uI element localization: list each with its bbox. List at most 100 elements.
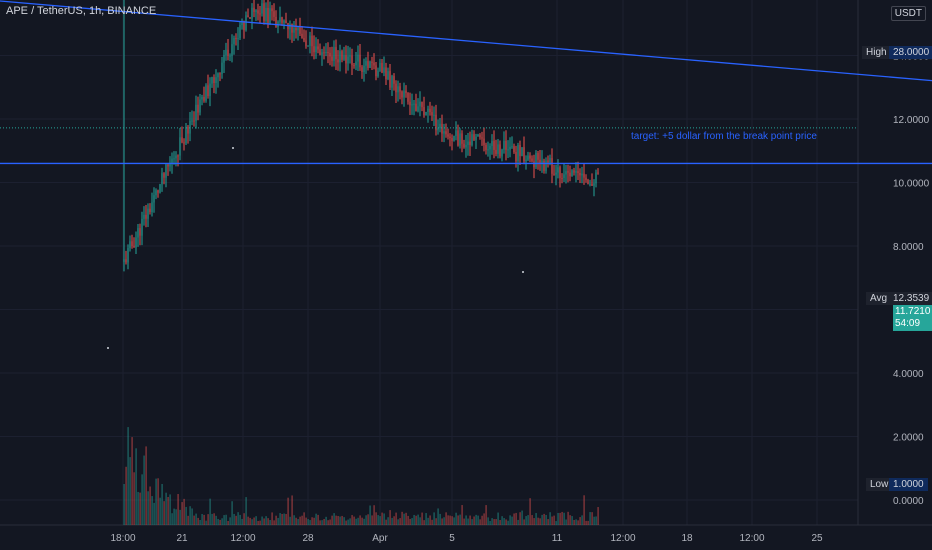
candle-body xyxy=(545,160,547,171)
candle-body xyxy=(301,33,303,38)
candle-body xyxy=(469,141,471,145)
x-tick-label: Apr xyxy=(372,533,388,544)
volume-bar xyxy=(459,514,461,525)
candle-body xyxy=(569,172,571,177)
candle-body xyxy=(313,46,315,53)
volume-bar xyxy=(177,494,179,525)
candle-body xyxy=(521,147,523,157)
candle-body xyxy=(491,141,493,146)
volume-bar xyxy=(551,516,553,525)
candle-body xyxy=(401,91,403,98)
candle-body xyxy=(261,3,263,14)
candle-body xyxy=(391,76,393,88)
volume-bar xyxy=(157,478,159,525)
candle-body xyxy=(585,177,587,181)
volume-bar xyxy=(525,516,527,525)
volume-bar xyxy=(161,483,163,525)
candle-body xyxy=(505,140,507,150)
x-tick-label: 18:00 xyxy=(110,533,135,544)
volume-bar xyxy=(173,508,175,525)
volume-bar xyxy=(187,515,189,525)
candle-body xyxy=(349,55,351,57)
candle-body xyxy=(283,20,285,23)
volume-bar xyxy=(283,513,285,525)
candle-body xyxy=(473,134,475,140)
candle-body xyxy=(201,96,203,100)
candle-body xyxy=(285,20,287,24)
candle-body xyxy=(353,65,355,67)
volume-bar xyxy=(195,513,197,525)
candle-body xyxy=(225,49,227,56)
volume-bar xyxy=(429,515,431,525)
candle-body xyxy=(147,208,149,219)
x-tick-label: 28 xyxy=(302,533,314,544)
volume-bar xyxy=(405,512,407,525)
candle-body xyxy=(273,11,275,17)
candle-body xyxy=(167,164,169,167)
candle-body xyxy=(155,190,157,196)
currency-button[interactable]: USDT xyxy=(890,6,926,21)
candle-body xyxy=(271,8,273,12)
y-tick-label: 8.0000 xyxy=(893,242,924,253)
candle-body xyxy=(179,137,181,156)
volume-bar xyxy=(387,517,389,525)
volume-bar xyxy=(569,515,571,525)
candle-body xyxy=(257,10,259,14)
volume-bar xyxy=(273,520,275,525)
candle-body xyxy=(151,202,153,212)
volume-bar xyxy=(493,519,495,525)
volume-bar xyxy=(437,508,439,525)
candle-body xyxy=(139,228,141,236)
volume-bar xyxy=(575,519,577,525)
volume-bar xyxy=(201,513,203,525)
candle-body xyxy=(211,77,213,84)
descending-trendline xyxy=(0,0,932,82)
x-tick-label: 25 xyxy=(811,533,823,544)
volume-bar xyxy=(487,517,489,525)
volume-bar xyxy=(547,519,549,525)
candle-body xyxy=(517,144,519,162)
candle-body xyxy=(399,86,401,92)
volume-bar xyxy=(229,517,231,525)
volume-bar xyxy=(123,483,125,525)
volume-bar xyxy=(277,517,279,525)
volume-bar xyxy=(145,446,147,525)
candle-body xyxy=(295,27,297,31)
volume-bar xyxy=(299,516,301,525)
volume-bar xyxy=(325,516,327,525)
candle-body xyxy=(131,241,133,246)
candle-body xyxy=(407,93,409,102)
volume-bar xyxy=(211,513,213,525)
candle-body xyxy=(595,172,597,184)
candle-body xyxy=(383,67,385,73)
candle-body xyxy=(337,59,339,63)
candle-body xyxy=(507,149,509,151)
volume-bar xyxy=(373,505,375,525)
volume-bar xyxy=(371,515,373,525)
candle-body xyxy=(459,133,461,146)
candle-body xyxy=(523,147,525,162)
low-value: 1.0000 xyxy=(889,478,928,491)
volume-bar xyxy=(495,519,497,525)
volume-bar xyxy=(515,512,517,525)
volume-bar xyxy=(129,457,131,525)
volume-bar xyxy=(207,514,209,525)
candle-body xyxy=(247,15,249,18)
symbol-title[interactable]: APE / TetherUS, 1h, BINANCE xyxy=(6,5,157,17)
volume-bar xyxy=(479,519,481,525)
volume-bar xyxy=(171,513,173,525)
candle-body xyxy=(251,7,253,19)
volume-bar xyxy=(447,515,449,525)
volume-bar xyxy=(209,498,211,525)
candle-body xyxy=(195,104,197,121)
volume-bar xyxy=(193,515,195,525)
volume-bar xyxy=(369,505,371,525)
candle-body xyxy=(583,173,585,178)
volume-bar xyxy=(517,519,519,525)
candle-body xyxy=(253,7,255,12)
volume-bar xyxy=(441,518,443,525)
candle-body xyxy=(439,123,441,129)
volume-bar xyxy=(295,517,297,525)
candle-body xyxy=(269,8,271,24)
